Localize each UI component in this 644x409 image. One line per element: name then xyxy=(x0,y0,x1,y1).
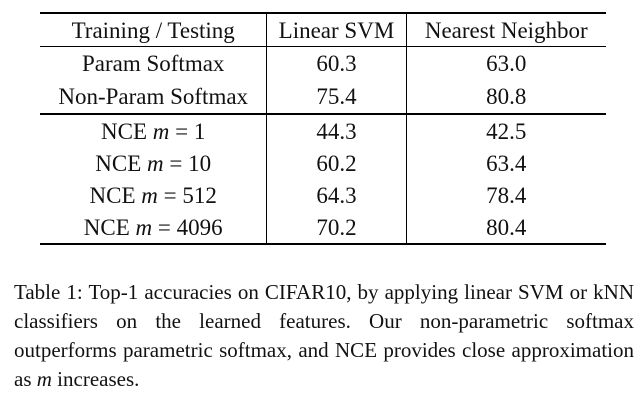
nearest-neighbor-cell: 63.0 xyxy=(486,51,527,76)
method-value: 10 xyxy=(188,150,212,176)
method-value: 4096 xyxy=(176,214,223,240)
math-variable: m xyxy=(141,182,158,208)
linear-svm-cell: 44.3 xyxy=(266,114,407,147)
table-row: Param Softmax 60.3 63.0 xyxy=(40,46,606,80)
method-cell: Param Softmax xyxy=(40,46,268,80)
method-prefix: NCE xyxy=(89,182,136,208)
nearest-neighbor-cell: 63.4 xyxy=(486,150,527,176)
method-cell: NCE m = 10 xyxy=(40,147,268,179)
linear-svm-cell: 60.3 xyxy=(266,46,407,80)
nearest-neighbor-cell-best: 80.8 xyxy=(486,84,527,109)
method-value: 512 xyxy=(182,182,217,208)
results-table: Training / Testing Linear SVM Nearest Ne… xyxy=(40,12,606,245)
caption-label: Table 1: xyxy=(14,280,83,304)
caption-math-variable: m xyxy=(36,367,52,391)
method-prefix: NCE xyxy=(95,150,142,176)
math-variable: m xyxy=(135,214,153,240)
table-row: NCE m = 512 64.3 78.4 xyxy=(40,179,606,211)
table-row: NCE m = 4096 70.2 80.4 xyxy=(40,211,606,244)
method-prefix: NCE xyxy=(83,214,130,240)
nearest-neighbor-cell: 42.5 xyxy=(486,118,527,144)
header-linear-svm: Linear SVM xyxy=(266,13,407,47)
table-header: Training / Testing Linear SVM Nearest Ne… xyxy=(40,13,606,47)
caption-text: Top-1 accuracies on CIFAR10, by applying… xyxy=(14,280,634,391)
linear-svm-cell: 70.2 xyxy=(266,211,407,244)
header-training-testing: Training / Testing xyxy=(40,13,268,47)
linear-svm-cell: 60.2 xyxy=(266,147,407,179)
header-row: Training / Testing Linear SVM Nearest Ne… xyxy=(40,13,606,47)
method-cell: Non-Param Softmax xyxy=(40,80,268,114)
method-cell: NCE m = 512 xyxy=(40,179,268,211)
math-variable: m xyxy=(147,150,164,176)
method-value: 1 xyxy=(193,118,206,144)
table-row: NCE m = 10 60.2 63.4 xyxy=(40,147,606,179)
method-cell: NCE m = 1 xyxy=(40,114,268,147)
nearest-neighbor-cell-best: 80.4 xyxy=(486,214,527,240)
caption-text-end: increases. xyxy=(57,367,140,391)
math-variable: m xyxy=(152,118,170,144)
method-prefix: NCE xyxy=(101,118,148,144)
table-row: Non-Param Softmax 75.4 80.8 xyxy=(40,80,606,114)
method-cell: NCE m = 4096 xyxy=(40,211,268,244)
nearest-neighbor-cell: 78.4 xyxy=(486,182,527,208)
table-body: Param Softmax 60.3 63.0 Non-Param Softma… xyxy=(40,46,606,244)
linear-svm-cell: 75.4 xyxy=(266,80,407,114)
header-nearest-neighbor: Nearest Neighbor xyxy=(424,17,588,43)
table-caption: Table 1: Top-1 accuracies on CIFAR10, by… xyxy=(14,278,634,394)
table-row: NCE m = 1 44.3 42.5 xyxy=(40,114,606,147)
linear-svm-cell: 64.3 xyxy=(266,179,407,211)
